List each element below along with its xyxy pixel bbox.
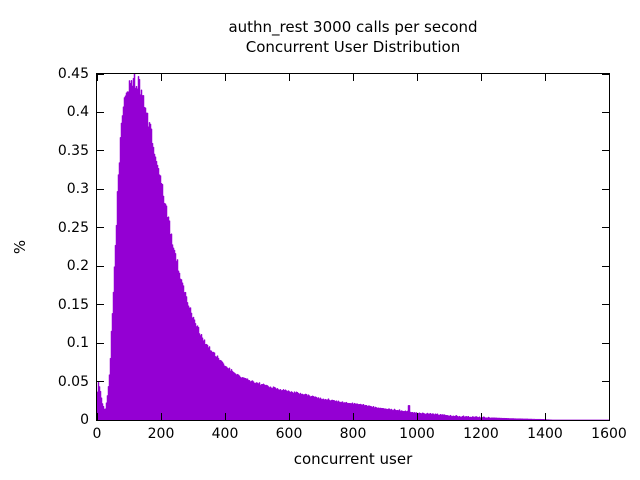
x-tick-label: 200 <box>147 426 175 442</box>
x-tick-mark-top <box>608 74 610 81</box>
y-tick-mark-right <box>602 188 609 190</box>
y-tick-mark-right <box>602 111 609 113</box>
y-axis-label: % <box>11 239 29 255</box>
y-tick-mark <box>97 227 104 229</box>
x-tick-label: 1400 <box>527 426 563 442</box>
y-tick-mark-right <box>602 227 609 229</box>
plot-area <box>96 73 609 421</box>
x-tick-mark-top <box>96 74 98 81</box>
distribution-area <box>96 73 609 421</box>
x-tick-mark <box>480 413 482 420</box>
y-tick-label: 0.05 <box>57 373 89 390</box>
x-tick-mark-top <box>416 74 418 81</box>
x-tick-label: 1600 <box>591 426 627 442</box>
x-tick-mark-top <box>224 74 226 81</box>
x-tick-mark <box>96 413 98 420</box>
x-tick-mark <box>224 413 226 420</box>
y-tick-mark <box>97 188 104 190</box>
y-tick-label: 0.1 <box>66 335 89 352</box>
y-tick-mark <box>97 111 104 113</box>
y-tick-mark-right <box>602 73 609 75</box>
y-tick-label: 0.45 <box>57 66 89 82</box>
x-tick-label: 400 <box>211 426 239 442</box>
y-tick-mark <box>97 150 104 152</box>
y-tick-mark-right <box>602 304 609 306</box>
x-tick-label: 1200 <box>463 426 499 442</box>
y-tick-label: 0.25 <box>57 219 89 236</box>
x-tick-label: 800 <box>339 426 367 442</box>
y-tick-mark <box>97 304 104 306</box>
x-tick-mark-top <box>160 74 162 81</box>
y-tick-mark-right <box>602 150 609 152</box>
x-tick-mark <box>160 413 162 420</box>
chart-title: authn_rest 3000 calls per second <box>228 18 478 36</box>
x-tick-label: 1000 <box>399 426 435 442</box>
distribution-histogram <box>96 73 609 421</box>
y-tick-mark-right <box>602 265 609 267</box>
y-tick-label: 0.2 <box>66 258 89 275</box>
y-tick-mark-right <box>602 342 609 344</box>
y-tick-label: 0 <box>80 412 89 428</box>
y-tick-mark <box>97 73 104 75</box>
y-tick-mark <box>97 265 104 267</box>
x-tick-mark <box>416 413 418 420</box>
x-tick-mark-top <box>352 74 354 81</box>
y-tick-label: 0.3 <box>66 181 89 198</box>
x-tick-mark <box>288 413 290 420</box>
y-tick-mark <box>97 381 104 383</box>
x-tick-mark-top <box>480 74 482 81</box>
x-tick-mark <box>544 413 546 420</box>
x-tick-mark <box>352 413 354 420</box>
y-tick-label: 0.15 <box>57 296 89 313</box>
x-tick-mark-top <box>288 74 290 81</box>
y-tick-label: 0.4 <box>66 104 89 121</box>
x-axis-label: concurrent user <box>293 450 413 468</box>
y-tick-label: 0.35 <box>57 142 89 159</box>
y-tick-mark-right <box>602 419 609 421</box>
chart-subtitle: Concurrent User Distribution <box>245 38 461 56</box>
x-tick-label: 0 <box>92 426 102 442</box>
y-tick-mark <box>97 419 104 421</box>
y-tick-mark <box>97 342 104 344</box>
y-tick-mark-right <box>602 381 609 383</box>
x-tick-mark-top <box>544 74 546 81</box>
x-tick-label: 600 <box>275 426 303 442</box>
x-tick-mark <box>608 413 610 420</box>
